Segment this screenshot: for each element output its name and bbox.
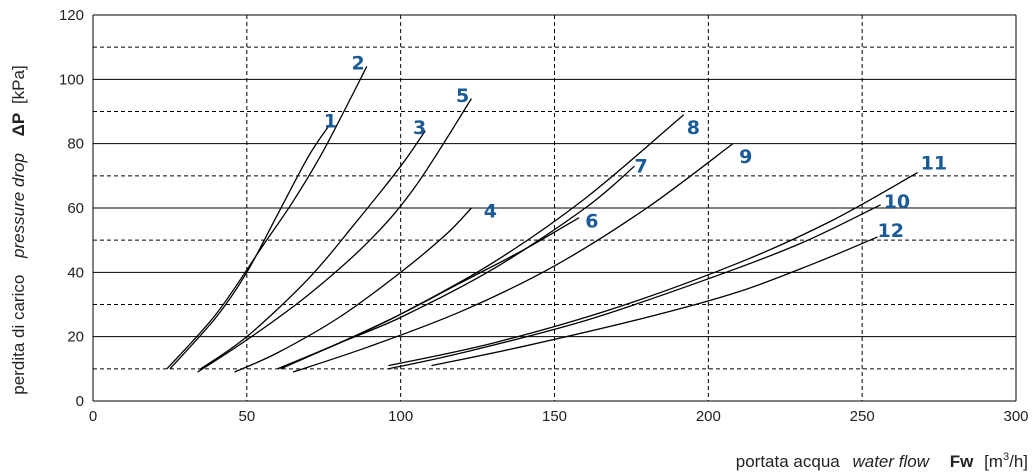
x-axis-unit-pre: [m bbox=[984, 452, 1003, 471]
curve-label-9: 9 bbox=[739, 146, 752, 168]
y-axis-symbol: ΔP bbox=[9, 113, 28, 137]
y-axis-label-en: pressure drop bbox=[9, 153, 28, 259]
curve-9 bbox=[292, 143, 734, 373]
x-axis-label-it: portata acqua bbox=[736, 452, 841, 471]
curve-label-3: 3 bbox=[413, 117, 426, 139]
curve-label-4: 4 bbox=[484, 201, 497, 223]
x-tick-label: 100 bbox=[388, 408, 413, 425]
curves bbox=[166, 66, 918, 373]
x-tick-label: 200 bbox=[696, 408, 721, 425]
x-tick-label: 50 bbox=[238, 408, 255, 425]
curve-label-2: 2 bbox=[351, 53, 364, 75]
y-tick-label: 80 bbox=[67, 136, 84, 153]
x-axis-title: portata acqua water flow Fw [m3/h] bbox=[736, 451, 1028, 471]
curve-3 bbox=[200, 130, 426, 370]
curve-label-12: 12 bbox=[878, 220, 904, 242]
y-axis-unit: [kPa] bbox=[9, 65, 28, 104]
x-axis-label-en: water flow bbox=[852, 452, 930, 471]
curve-label-7: 7 bbox=[634, 156, 647, 178]
curve-4 bbox=[234, 207, 472, 373]
y-tick-label: 20 bbox=[67, 329, 84, 346]
x-tick-label: 250 bbox=[850, 408, 875, 425]
curve-6 bbox=[277, 217, 580, 370]
curve-label-11: 11 bbox=[921, 152, 947, 174]
grid bbox=[92, 14, 1017, 402]
curve-label-10: 10 bbox=[884, 191, 910, 213]
curve-10 bbox=[388, 204, 881, 370]
curve-label-6: 6 bbox=[585, 210, 598, 232]
x-tick-label: 150 bbox=[542, 408, 567, 425]
y-axis-label-it: perdita di carico bbox=[9, 275, 28, 395]
y-tick-labels: 0 20 40 60 80 100 120 bbox=[59, 7, 84, 410]
y-tick-label: 0 bbox=[76, 393, 84, 410]
curve-5 bbox=[197, 98, 472, 373]
x-tick-labels: 0 50 100 150 200 250 300 bbox=[89, 408, 1029, 425]
x-axis-unit-sup: 3 bbox=[1003, 451, 1009, 463]
curve-7 bbox=[280, 165, 635, 370]
x-axis-symbol: Fw bbox=[950, 452, 974, 471]
y-axis-title: perdita di carico pressure drop ΔP [kPa] bbox=[9, 65, 28, 394]
y-tick-label: 40 bbox=[67, 264, 84, 281]
curve-label-8: 8 bbox=[687, 117, 700, 139]
x-tick-label: 0 bbox=[89, 408, 97, 425]
x-axis-unit-post: /h] bbox=[1009, 452, 1028, 471]
curve-label-1: 1 bbox=[324, 111, 337, 133]
curve-label-5: 5 bbox=[456, 85, 469, 107]
curve-2 bbox=[166, 66, 368, 370]
curve-1 bbox=[169, 124, 331, 370]
curve-12 bbox=[431, 236, 878, 367]
y-tick-label: 100 bbox=[59, 71, 84, 88]
y-tick-label: 60 bbox=[67, 200, 84, 217]
y-tick-label: 120 bbox=[59, 7, 84, 24]
curve-8 bbox=[277, 114, 685, 370]
x-tick-label: 300 bbox=[1003, 408, 1028, 425]
curve-11 bbox=[388, 172, 918, 367]
